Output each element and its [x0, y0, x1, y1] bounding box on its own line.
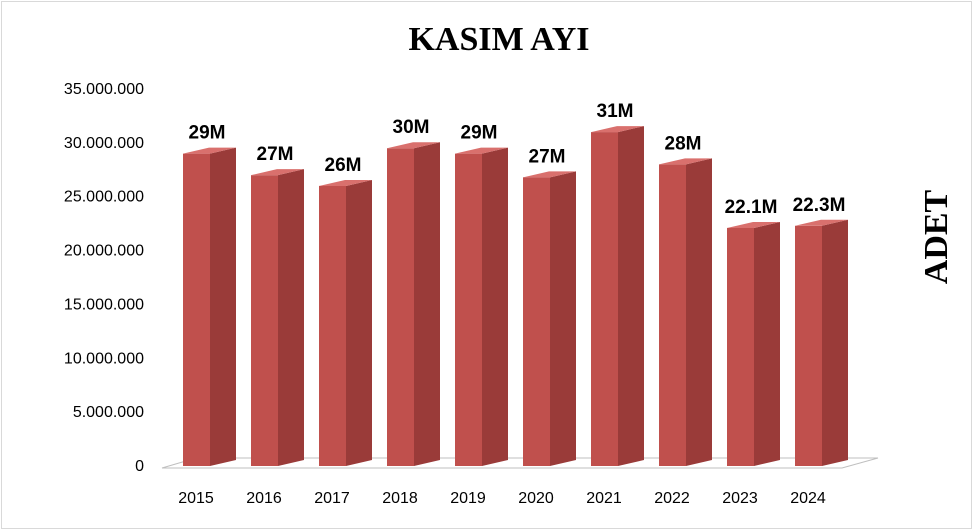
x-tick-label: 2020	[518, 490, 554, 507]
bar-side	[686, 158, 712, 466]
bar-front	[251, 175, 278, 466]
x-tick-label: 2022	[654, 490, 690, 507]
bar-side	[754, 221, 780, 466]
data-label: 22.1M	[725, 197, 778, 218]
bar-top	[727, 221, 780, 228]
bar	[251, 169, 304, 466]
bar-top	[183, 147, 236, 154]
bar	[727, 221, 780, 466]
data-label: 29M	[461, 123, 498, 144]
data-label: 27M	[529, 146, 566, 167]
y-axis-ticks: 0 5.000.000 10.000.000 15.000.000 20.000.000…	[64, 81, 144, 475]
bar-side	[414, 142, 440, 466]
bar-top	[659, 158, 712, 165]
y-tick-label: 15.000.000	[64, 296, 144, 313]
bar	[455, 147, 508, 466]
y-tick-label: 25.000.000	[64, 189, 144, 206]
bar-front	[727, 227, 754, 466]
bar	[523, 171, 576, 466]
data-label: 28M	[665, 133, 702, 154]
bar-front	[659, 164, 686, 466]
y-tick-label: 30.000.000	[64, 135, 144, 152]
y-tick-label: 0	[135, 458, 144, 475]
bar-front	[795, 225, 822, 466]
x-tick-label: 2024	[790, 490, 826, 507]
x-tick-label: 2017	[314, 490, 350, 507]
bar	[319, 179, 372, 466]
bar	[183, 147, 236, 466]
bar-top	[523, 171, 576, 178]
bar	[795, 219, 848, 466]
chart-title: KASIM AYI	[408, 21, 589, 58]
x-axis-ticks: 2015 2016 2017 2018 2019 2020 2021 2022 2023 2024	[178, 490, 826, 507]
data-label: 30M	[393, 117, 430, 138]
y-tick-label: 35.000.000	[64, 81, 144, 98]
x-tick-label: 2019	[450, 490, 486, 507]
bar-side	[482, 147, 508, 466]
y-tick-label: 5.000.000	[73, 404, 144, 421]
x-tick-label: 2015	[178, 490, 214, 507]
bar	[659, 158, 712, 466]
bar-top	[795, 219, 848, 226]
bar-front	[319, 185, 346, 466]
bar-side	[550, 171, 576, 466]
data-label: 26M	[325, 155, 362, 176]
bar-side	[278, 169, 304, 466]
data-label: 27M	[257, 144, 294, 165]
bar-side	[822, 219, 848, 466]
bar-front	[183, 153, 210, 466]
x-tick-label: 2018	[382, 490, 418, 507]
bar	[591, 126, 644, 467]
y-tick-label: 20.000.000	[64, 243, 144, 260]
bar-front	[455, 153, 482, 466]
data-label: 22.3M	[793, 195, 846, 216]
bar-front	[523, 177, 550, 466]
data-label: 29M	[189, 123, 226, 144]
bar-top	[319, 179, 372, 186]
data-label: 31M	[597, 101, 634, 122]
bar-top	[455, 147, 508, 154]
bar-side	[210, 147, 236, 466]
y-tick-label: 10.000.000	[64, 350, 144, 367]
bar-side	[346, 179, 372, 466]
x-tick-label: 2016	[246, 490, 282, 507]
bar	[387, 142, 440, 466]
data-labels: 29M 27M 26M 30M 29M 27M 31M 28M 22.1M 22.3M	[189, 101, 846, 218]
bars	[183, 126, 848, 467]
y-axis-label: ADET	[918, 189, 955, 284]
x-tick-label: 2023	[722, 490, 758, 507]
x-tick-label: 2021	[586, 490, 622, 507]
bar-top	[251, 169, 304, 176]
bar-front	[591, 132, 618, 467]
bar-side	[618, 126, 644, 466]
bar-top	[387, 142, 440, 149]
bar-front	[387, 148, 414, 466]
bar-top	[591, 126, 644, 133]
